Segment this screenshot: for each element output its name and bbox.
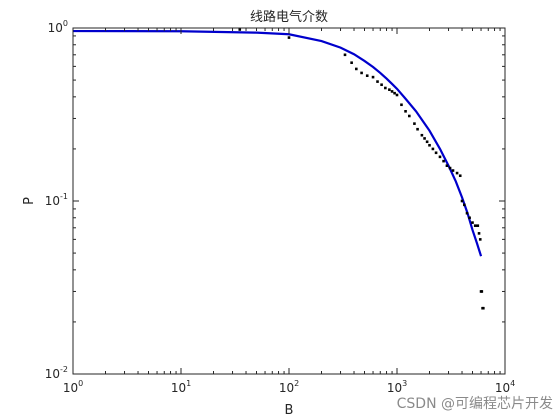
y-axis-label: P (22, 197, 37, 205)
data-point (343, 53, 347, 57)
data-point (477, 232, 481, 235)
data-point (465, 211, 469, 215)
data-point (355, 67, 358, 71)
data-point (388, 88, 391, 91)
data-point (463, 203, 466, 207)
data-point (390, 90, 394, 93)
data-point (420, 133, 424, 137)
x-tick-label: 102 (279, 379, 299, 395)
tick-layer: 100 101 102 103 104 100 10-1 10-2 (45, 19, 515, 395)
x-axis-label: B (285, 403, 294, 418)
data-point (471, 221, 474, 224)
data-point (425, 140, 429, 144)
data-point (478, 238, 482, 241)
data-point (287, 36, 291, 39)
data-point (455, 171, 459, 175)
data-point (350, 61, 353, 65)
data-point (431, 147, 435, 151)
data-point (238, 28, 242, 31)
data-point (476, 224, 480, 227)
data-point (365, 74, 369, 77)
data-point (448, 166, 452, 170)
axes-frame (72, 27, 506, 375)
y-tick-label: 10-2 (45, 365, 68, 381)
chart-title: 线路电气介数 (250, 9, 328, 25)
data-point (442, 159, 445, 163)
data-layer (72, 28, 485, 310)
data-point (408, 114, 411, 118)
data-point (416, 127, 419, 131)
data-point (380, 83, 383, 87)
y-tick-label: 100 (48, 19, 68, 35)
data-point (468, 216, 471, 220)
data-point (400, 103, 403, 107)
data-point (376, 80, 379, 83)
x-tick-label: 101 (171, 379, 191, 395)
data-point (458, 174, 462, 178)
data-point (460, 199, 464, 203)
data-point (482, 306, 485, 310)
data-point (451, 169, 455, 172)
plot-area (73, 28, 505, 374)
data-point (445, 164, 449, 167)
data-point (393, 91, 396, 95)
data-point (413, 122, 416, 125)
data-point (404, 110, 407, 113)
data-point (434, 151, 438, 155)
data-point (395, 93, 399, 97)
data-point (384, 86, 387, 90)
y-tick-label: 10-1 (45, 192, 68, 208)
data-point (428, 143, 431, 147)
data-point (438, 155, 442, 159)
data-point (360, 71, 363, 75)
x-tick-label: 103 (387, 379, 407, 395)
data-point (371, 75, 375, 79)
x-tick-label: 100 (63, 379, 83, 395)
data-point (473, 224, 477, 227)
x-tick-label: 104 (495, 379, 515, 395)
data-point (480, 290, 484, 293)
data-point (423, 137, 426, 140)
watermark: CSDN @可编程芯片开发 (397, 396, 553, 412)
